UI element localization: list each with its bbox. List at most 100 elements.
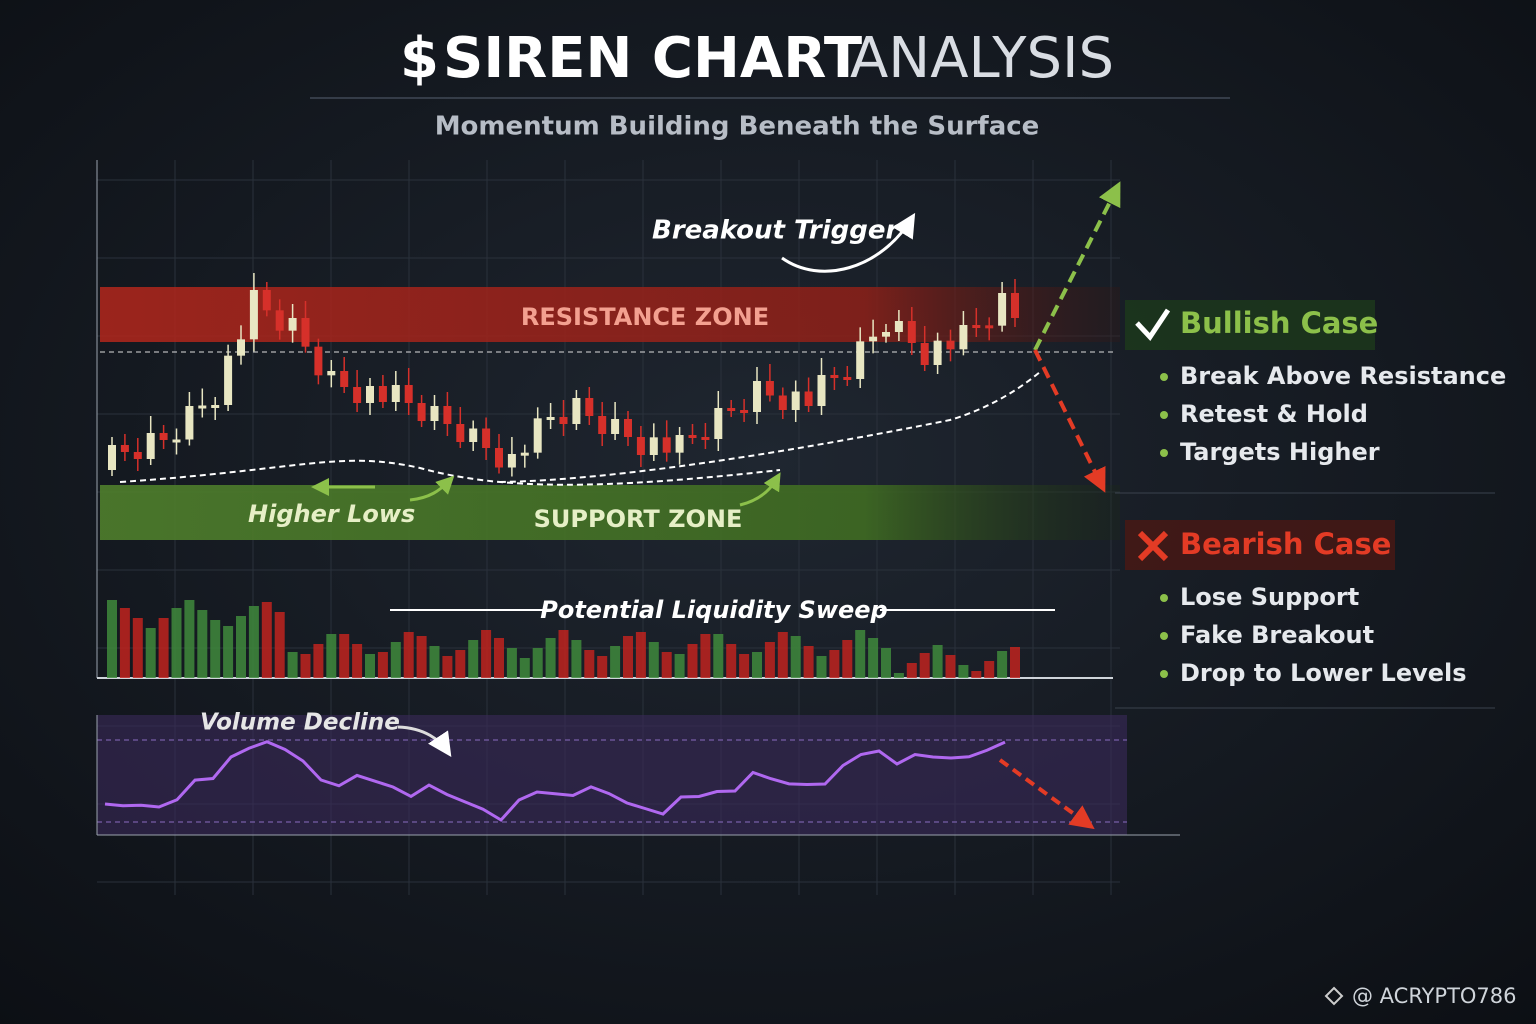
volume-bar bbox=[868, 638, 879, 678]
candle-body bbox=[972, 325, 981, 328]
volume-bar bbox=[468, 640, 479, 678]
volume-bar bbox=[494, 638, 504, 678]
support-label: SUPPORT ZONE bbox=[534, 505, 743, 533]
candle-body bbox=[714, 408, 723, 439]
candle-body bbox=[778, 395, 787, 410]
candle-body bbox=[894, 321, 903, 332]
volume-bar bbox=[700, 634, 711, 678]
list-item: Retest & Hold bbox=[1180, 400, 1368, 428]
volume-bar bbox=[532, 648, 543, 678]
bearish-header bbox=[1125, 520, 1395, 570]
candle-body bbox=[533, 418, 542, 453]
candle-body bbox=[585, 398, 594, 416]
candle-body bbox=[172, 439, 181, 443]
candle-body bbox=[120, 445, 129, 452]
candle-body bbox=[340, 371, 349, 387]
volume-bar bbox=[274, 612, 285, 678]
volume-bar bbox=[506, 648, 517, 678]
volume-bar bbox=[377, 652, 388, 678]
volume-bar bbox=[855, 630, 866, 678]
candle-body bbox=[417, 403, 426, 421]
logo bbox=[1324, 986, 1344, 1006]
volume-bar bbox=[958, 665, 969, 678]
volume-bar bbox=[403, 632, 414, 678]
volume-bar bbox=[752, 652, 762, 678]
candle-body bbox=[946, 340, 955, 350]
volume-bar bbox=[429, 646, 440, 678]
volume-bar bbox=[739, 654, 750, 678]
candle-body bbox=[301, 318, 310, 347]
candle-body bbox=[727, 408, 736, 411]
volume-bar bbox=[997, 651, 1008, 678]
volume-bar bbox=[1010, 647, 1020, 678]
volume-bar bbox=[584, 650, 595, 678]
candle-body bbox=[237, 339, 245, 356]
resistance-label: RESISTANCE ZONE bbox=[521, 303, 769, 331]
arrow bbox=[998, 758, 1095, 830]
volume-bar bbox=[326, 634, 337, 678]
subtitle: Momentum Building Beneath the Surface bbox=[435, 112, 1040, 142]
candle-body bbox=[378, 386, 387, 402]
candle-body bbox=[262, 290, 271, 311]
volume-bar bbox=[107, 600, 117, 678]
volume-bar bbox=[932, 645, 943, 678]
candle-body bbox=[159, 433, 168, 440]
candle-body bbox=[456, 424, 465, 442]
candle-body bbox=[830, 375, 839, 378]
candle-body bbox=[146, 433, 155, 459]
bullet bbox=[1160, 632, 1168, 640]
candle-body bbox=[366, 386, 374, 403]
bullet bbox=[1160, 373, 1168, 381]
volume-bar bbox=[945, 655, 956, 678]
volume-bar bbox=[261, 602, 272, 678]
candle-body bbox=[598, 416, 607, 434]
volume-bar bbox=[455, 650, 466, 678]
title-bold: SIREN CHART bbox=[443, 26, 862, 91]
candle-body bbox=[507, 454, 516, 468]
candle-body bbox=[611, 419, 620, 434]
volume-bar bbox=[893, 673, 904, 678]
candle-body bbox=[985, 325, 994, 329]
volume-bar bbox=[197, 610, 208, 678]
candle-body bbox=[701, 437, 710, 440]
candle-body bbox=[495, 448, 503, 468]
volume-bar bbox=[558, 630, 569, 678]
volume-bar bbox=[623, 636, 633, 678]
candle-body bbox=[869, 336, 878, 342]
volume-bar bbox=[223, 626, 234, 678]
candle-body bbox=[662, 437, 671, 453]
bearish-title: Bearish Case bbox=[1180, 527, 1391, 561]
volume-bar bbox=[300, 654, 311, 678]
volume-bar bbox=[145, 628, 156, 678]
title-light: ANALYSIS bbox=[850, 26, 1114, 91]
bullish-title: Bullish Case bbox=[1180, 306, 1378, 340]
volume-bar bbox=[171, 608, 182, 678]
volume-bar bbox=[687, 644, 698, 678]
volume-bar bbox=[919, 653, 930, 678]
candle-body bbox=[572, 398, 581, 424]
candle-body bbox=[443, 406, 452, 424]
volume-bar bbox=[571, 640, 582, 678]
candle-body bbox=[559, 417, 568, 424]
bullet bbox=[1160, 449, 1168, 457]
higher-lows-label: Higher Lows bbox=[248, 500, 415, 528]
candle-body bbox=[920, 343, 929, 365]
volume-bars bbox=[107, 600, 1020, 678]
candle-body bbox=[998, 293, 1007, 326]
candle-body bbox=[907, 321, 916, 343]
bullet bbox=[1160, 670, 1168, 678]
candle-body bbox=[636, 437, 645, 455]
arrow bbox=[739, 472, 781, 507]
arrow bbox=[781, 212, 916, 273]
candle-body bbox=[765, 381, 774, 396]
candle-body bbox=[404, 385, 413, 403]
candle-body bbox=[753, 381, 761, 412]
candle-body bbox=[804, 391, 813, 406]
bullish-header bbox=[1125, 300, 1375, 350]
volume-bar bbox=[119, 608, 130, 678]
candle-body bbox=[817, 375, 826, 406]
trendline bbox=[499, 371, 1041, 483]
candle-body bbox=[353, 387, 362, 403]
volume-bar bbox=[906, 663, 917, 678]
volume-bar bbox=[803, 646, 814, 678]
